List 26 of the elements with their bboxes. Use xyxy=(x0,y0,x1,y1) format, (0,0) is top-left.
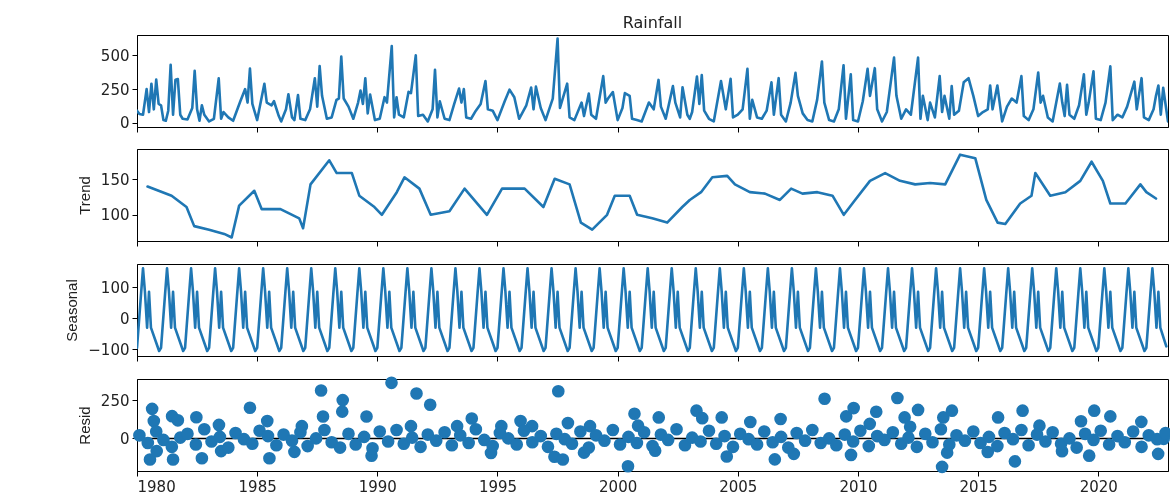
y-axis-title: Trend xyxy=(75,176,93,215)
x-tick-label: 2005 xyxy=(719,477,758,496)
y-tick-label: −100 xyxy=(88,340,130,359)
x-tick-label: 2010 xyxy=(839,477,878,496)
y-tick-label: 0 xyxy=(119,114,130,133)
x-tick-label: 1995 xyxy=(478,477,518,496)
y-axis-title: Seasonal xyxy=(63,279,81,342)
x-tick-label: 2015 xyxy=(959,477,998,496)
y-tick-label: 250 xyxy=(100,80,130,99)
x-tick-label: 1980 xyxy=(137,477,176,496)
line-series xyxy=(137,37,1168,123)
line-series xyxy=(137,267,1168,353)
y-tick-label: 0 xyxy=(119,429,130,448)
y-tick-label: 100 xyxy=(100,278,130,297)
chart-title: Rainfall xyxy=(622,13,683,32)
y-tick-label: 250 xyxy=(100,391,130,410)
y-axis-title: Resid xyxy=(75,406,93,445)
x-tick-label: 1985 xyxy=(238,477,277,496)
y-tick-label: 100 xyxy=(100,206,130,225)
y-tick-label: 150 xyxy=(100,170,130,189)
x-tick-label: 1990 xyxy=(358,477,397,496)
x-tick-label: 2020 xyxy=(1079,477,1118,496)
y-tick-label: 0 xyxy=(119,309,130,328)
y-tick-label: 500 xyxy=(100,46,130,65)
x-tick-label: 2000 xyxy=(599,477,638,496)
line-series xyxy=(146,153,1158,239)
